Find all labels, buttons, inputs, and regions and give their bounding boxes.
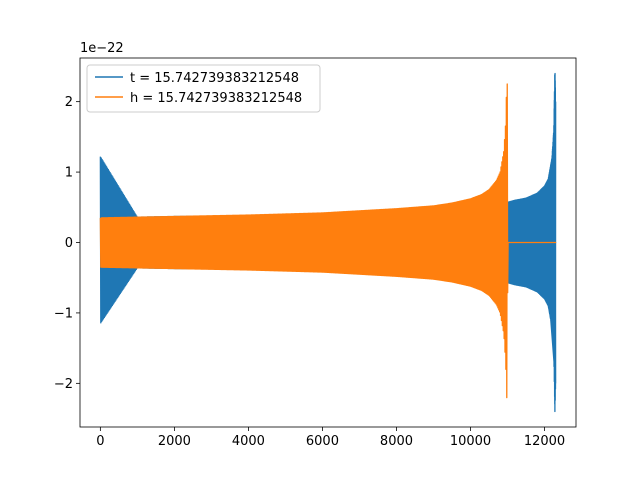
- x-tick-label: 0: [96, 434, 104, 449]
- series-line-h: [99, 83, 557, 399]
- y-tick-label: 0: [65, 236, 73, 251]
- y-tick-label: 1: [65, 166, 73, 181]
- axes: 0 2000 4000 6000 8000 10000 12000 −2 −1 0 1 2 1e−2…: [54, 41, 577, 449]
- series-layer: [99, 72, 557, 413]
- legend-label-t: t = 15.742739383212548: [130, 71, 299, 86]
- y-axis-ticks: −2 −1 0 1 2: [54, 95, 80, 392]
- y-offset-text: 1e−22: [80, 41, 124, 56]
- legend-label-h: h = 15.742739383212548: [130, 91, 302, 106]
- y-tick-label: 2: [65, 95, 73, 110]
- x-tick-label: 4000: [232, 434, 265, 449]
- x-axis-ticks: 0 2000 4000 6000 8000 10000 12000: [96, 427, 565, 449]
- x-tick-label: 12000: [524, 434, 565, 449]
- legend-frame: [86, 64, 321, 113]
- y-tick-label: −1: [54, 306, 73, 321]
- x-tick-label: 2000: [158, 434, 191, 449]
- x-tick-label: 8000: [380, 434, 413, 449]
- y-tick-label: −2: [54, 377, 73, 392]
- x-tick-label: 6000: [306, 434, 339, 449]
- legend: t = 15.742739383212548 h = 15.7427393832…: [86, 64, 321, 113]
- x-tick-label: 10000: [450, 434, 491, 449]
